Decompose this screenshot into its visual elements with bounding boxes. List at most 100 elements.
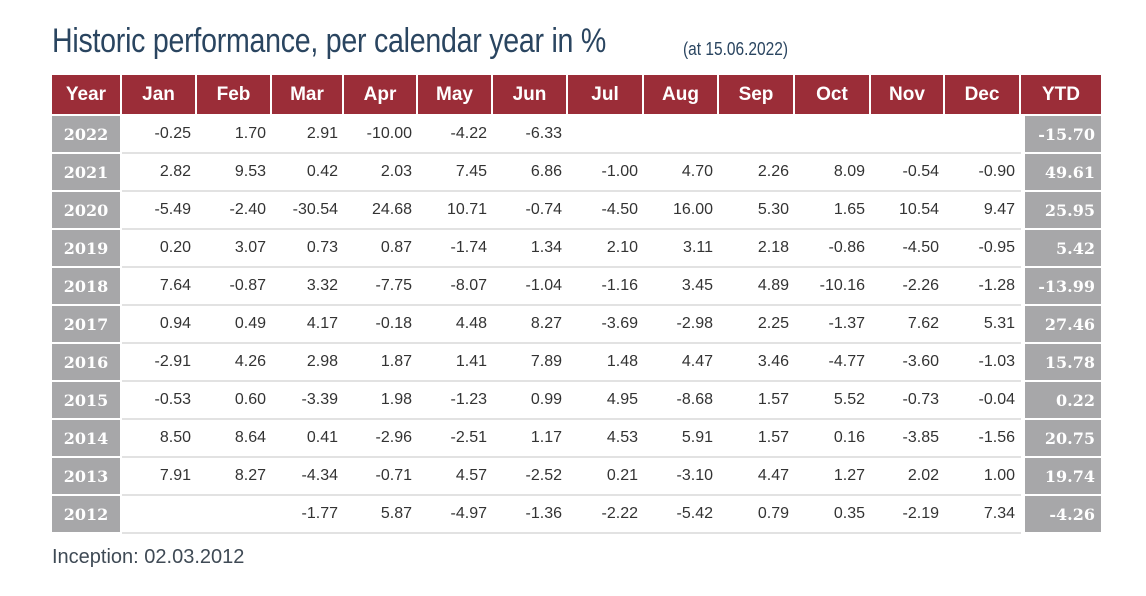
inception-note: Inception: 02.03.2012 — [52, 546, 245, 568]
month-value-cell: -1.23 — [418, 382, 493, 420]
month-value-cell: 1.57 — [719, 382, 795, 420]
month-value-cell: 4.47 — [719, 458, 795, 496]
year-cell: 2019 — [52, 230, 122, 268]
month-value-cell: 5.87 — [344, 496, 418, 534]
month-value-cell: 1.87 — [344, 344, 418, 382]
month-value-cell: -3.85 — [871, 420, 945, 458]
month-value-cell: -1.04 — [493, 268, 568, 306]
page-title: Historic performance, per calendar year … — [52, 22, 788, 61]
table-row: 2015 -0.53 0.60 -3.39 1.98 -1.23 0.99 4.95 -8.68… — [52, 382, 1101, 420]
column-header-mar: Mar — [272, 75, 344, 116]
month-value-cell: 0.16 — [795, 420, 871, 458]
table-row: 2021 2.82 9.53 0.42 2.03 7.45 6.86 -1.00 4.70 2.2… — [52, 154, 1101, 192]
month-value-cell: -2.52 — [493, 458, 568, 496]
month-value-cell: 4.70 — [644, 154, 719, 192]
month-value-cell: 0.99 — [493, 382, 568, 420]
month-value-cell: 4.53 — [568, 420, 644, 458]
month-value-cell: 7.91 — [122, 458, 197, 496]
month-value-cell: -1.28 — [945, 268, 1021, 306]
month-value-cell: -1.77 — [272, 496, 344, 534]
month-value-cell: -10.16 — [795, 268, 871, 306]
table-row: 2017 0.94 0.49 4.17 -0.18 4.48 8.27 -3.69 -2.98 2… — [52, 306, 1101, 344]
month-value-cell: 8.09 — [795, 154, 871, 192]
page-subtitle: (at 15.06.2022) — [683, 39, 789, 59]
ytd-cell: 25.95 — [1021, 192, 1101, 230]
month-value-cell: 1.57 — [719, 420, 795, 458]
year-cell: 2018 — [52, 268, 122, 306]
column-header-oct: Oct — [795, 75, 871, 116]
month-value-cell: 7.45 — [418, 154, 493, 192]
month-value-cell: 0.60 — [197, 382, 272, 420]
month-value-cell: 1.98 — [344, 382, 418, 420]
month-value-cell: 5.52 — [795, 382, 871, 420]
performance-table: Year Jan Feb Mar Apr May Jun Jul Aug Sep Oct Nov Dec… — [52, 75, 1101, 534]
month-value-cell — [795, 116, 871, 154]
month-value-cell: -1.36 — [493, 496, 568, 534]
month-value-cell: -30.54 — [272, 192, 344, 230]
month-value-cell: 9.53 — [197, 154, 272, 192]
table-row: 2018 7.64 -0.87 3.32 -7.75 -8.07 -1.04 -1.16 3.4… — [52, 268, 1101, 306]
month-value-cell: 4.57 — [418, 458, 493, 496]
month-value-cell: 10.71 — [418, 192, 493, 230]
month-value-cell: 0.21 — [568, 458, 644, 496]
month-value-cell — [719, 116, 795, 154]
column-header-feb: Feb — [197, 75, 272, 116]
month-value-cell: -2.51 — [418, 420, 493, 458]
month-value-cell: 4.89 — [719, 268, 795, 306]
month-value-cell: -0.73 — [871, 382, 945, 420]
month-value-cell: -3.60 — [871, 344, 945, 382]
column-header-jan: Jan — [122, 75, 197, 116]
month-value-cell: 8.27 — [197, 458, 272, 496]
month-value-cell: -8.07 — [418, 268, 493, 306]
month-value-cell: 1.48 — [568, 344, 644, 382]
month-value-cell: 0.20 — [122, 230, 197, 268]
month-value-cell: 10.54 — [871, 192, 945, 230]
month-value-cell: -10.00 — [344, 116, 418, 154]
month-value-cell: -4.34 — [272, 458, 344, 496]
table-row: 2019 0.20 3.07 0.73 0.87 -1.74 1.34 2.10 3.11 2.1… — [52, 230, 1101, 268]
table-row: 2013 7.91 8.27 -4.34 -0.71 4.57 -2.52 0.21 -3.10… — [52, 458, 1101, 496]
month-value-cell: -1.74 — [418, 230, 493, 268]
month-value-cell: 4.17 — [272, 306, 344, 344]
month-value-cell: -3.69 — [568, 306, 644, 344]
month-value-cell: -6.33 — [493, 116, 568, 154]
ytd-cell: 15.78 — [1021, 344, 1101, 382]
month-value-cell: -3.10 — [644, 458, 719, 496]
table-row: 2014 8.50 8.64 0.41 -2.96 -2.51 1.17 4.53 5.91 1.… — [52, 420, 1101, 458]
month-value-cell: -1.56 — [945, 420, 1021, 458]
month-value-cell: -2.98 — [644, 306, 719, 344]
month-value-cell: 3.11 — [644, 230, 719, 268]
column-header-jul: Jul — [568, 75, 644, 116]
month-value-cell: 1.70 — [197, 116, 272, 154]
year-cell: 2022 — [52, 116, 122, 154]
year-cell: 2012 — [52, 496, 122, 534]
month-value-cell: -2.96 — [344, 420, 418, 458]
month-value-cell: -0.86 — [795, 230, 871, 268]
month-value-cell: -1.00 — [568, 154, 644, 192]
month-value-cell: 1.41 — [418, 344, 493, 382]
month-value-cell: 2.25 — [719, 306, 795, 344]
month-value-cell: -1.03 — [945, 344, 1021, 382]
year-cell: 2013 — [52, 458, 122, 496]
column-header-sep: Sep — [719, 75, 795, 116]
month-value-cell: 0.41 — [272, 420, 344, 458]
month-value-cell: 0.42 — [272, 154, 344, 192]
month-value-cell: 24.68 — [344, 192, 418, 230]
month-value-cell: 2.18 — [719, 230, 795, 268]
month-value-cell: -0.87 — [197, 268, 272, 306]
ytd-cell: 27.46 — [1021, 306, 1101, 344]
month-value-cell: -5.42 — [644, 496, 719, 534]
month-value-cell: -4.97 — [418, 496, 493, 534]
month-value-cell: 5.30 — [719, 192, 795, 230]
column-header-year: Year — [52, 75, 122, 116]
month-value-cell: -0.54 — [871, 154, 945, 192]
month-value-cell: -0.95 — [945, 230, 1021, 268]
table-row: 2016 -2.91 4.26 2.98 1.87 1.41 7.89 1.48 4.47 3.4… — [52, 344, 1101, 382]
month-value-cell: -1.16 — [568, 268, 644, 306]
month-value-cell: -2.22 — [568, 496, 644, 534]
month-value-cell: -2.19 — [871, 496, 945, 534]
table-body: 2022 -0.25 1.70 2.91 -10.00 -4.22 -6.33 -15.70 2… — [52, 116, 1101, 534]
year-cell: 2020 — [52, 192, 122, 230]
month-value-cell: -4.77 — [795, 344, 871, 382]
month-value-cell: 1.65 — [795, 192, 871, 230]
